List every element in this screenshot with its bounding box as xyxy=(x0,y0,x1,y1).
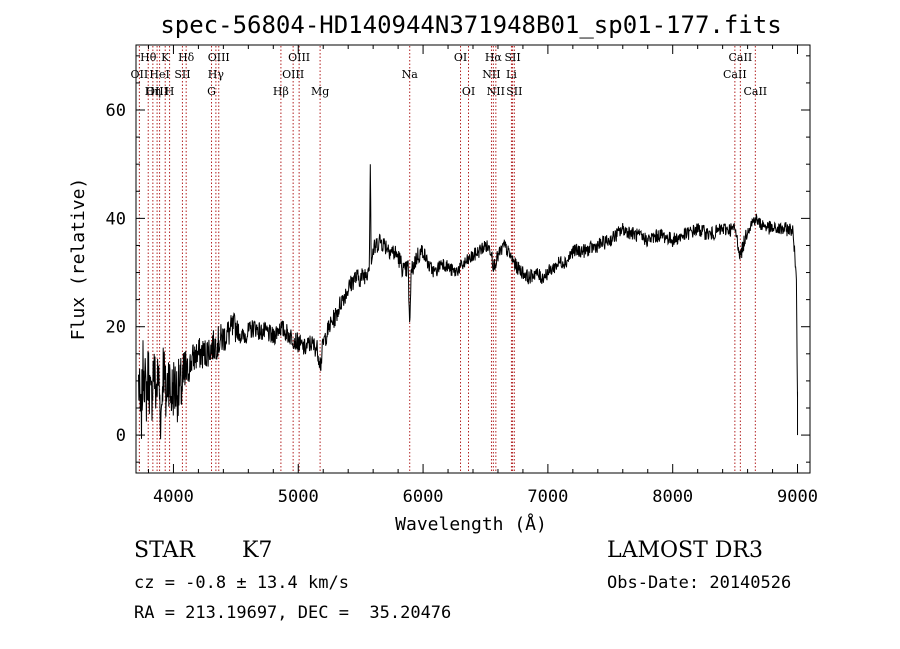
x-tick-label: 6000 xyxy=(403,487,444,507)
line-marker-label: NII xyxy=(482,68,500,81)
line-marker-label: Hη xyxy=(145,85,161,98)
line-marker-label: CaII xyxy=(729,51,753,64)
line-marker-label: OI xyxy=(454,51,467,64)
x-tick-label: 8000 xyxy=(652,487,693,507)
line-marker-label: CaII xyxy=(723,68,747,81)
line-marker-group xyxy=(138,46,756,472)
y-tick-label: 20 xyxy=(106,318,126,338)
ra-dec-coordinates: RA = 213.19697, DEC = 35.20476 xyxy=(134,603,452,623)
line-marker-label: OII xyxy=(131,68,149,81)
x-tick-label: 7000 xyxy=(527,487,568,507)
line-marker-label: K xyxy=(161,51,170,64)
x-tick-label: 4000 xyxy=(153,487,194,507)
line-marker-label: OIII xyxy=(146,85,168,98)
y-axis-label: Flux (relative) xyxy=(68,178,89,341)
line-marker-label: OIII xyxy=(288,51,310,64)
object-subclass: K7 xyxy=(242,538,273,563)
y-axis: 0 20 40 60 xyxy=(106,55,810,463)
line-marker-label: Hδ xyxy=(178,51,195,64)
line-marker-label: G xyxy=(207,85,216,98)
spectrum-line xyxy=(138,164,798,440)
line-marker-label: NII xyxy=(487,85,505,98)
object-class: STAR xyxy=(134,538,195,563)
y-tick-label: 0 xyxy=(116,426,126,446)
line-marker-label: Mg xyxy=(311,85,329,98)
line-marker-label: H xyxy=(165,85,175,98)
line-marker-label: Hα xyxy=(485,51,503,64)
line-marker-label: OIII xyxy=(282,68,304,81)
line-marker-label: Na xyxy=(402,68,419,81)
line-marker-label: HeI xyxy=(149,68,169,81)
line-marker-label: Li xyxy=(506,68,517,81)
line-marker-label: SII xyxy=(506,85,522,98)
x-tick-label: 5000 xyxy=(278,487,319,507)
observation-date: Obs-Date: 20140526 xyxy=(607,573,792,593)
x-axis-label: Wavelength (Å) xyxy=(395,513,547,535)
line-marker-label: CaII xyxy=(743,85,767,98)
x-axis: 4000 5000 6000 7000 8000 9000 xyxy=(147,45,818,507)
line-marker-label: Hθ xyxy=(140,51,157,64)
redshift-cz: cz = -0.8 ± 13.4 km/s xyxy=(134,573,349,593)
y-tick-label: 40 xyxy=(106,209,126,229)
chart-title: spec-56804-HD140944N371948B01_sp01-177.f… xyxy=(160,11,781,39)
line-marker-label: Hγ xyxy=(208,68,225,81)
x-tick-label: 9000 xyxy=(777,487,818,507)
spectrum-series xyxy=(138,164,799,440)
line-marker-label: OIII xyxy=(208,51,230,64)
line-marker-label: SII xyxy=(504,51,520,64)
line-marker-label: SII xyxy=(174,68,190,81)
y-tick-label: 60 xyxy=(106,101,126,121)
line-marker-label: Hβ xyxy=(273,85,289,98)
survey-name: LAMOST DR3 xyxy=(607,538,763,563)
line-marker-label: OI xyxy=(462,85,475,98)
